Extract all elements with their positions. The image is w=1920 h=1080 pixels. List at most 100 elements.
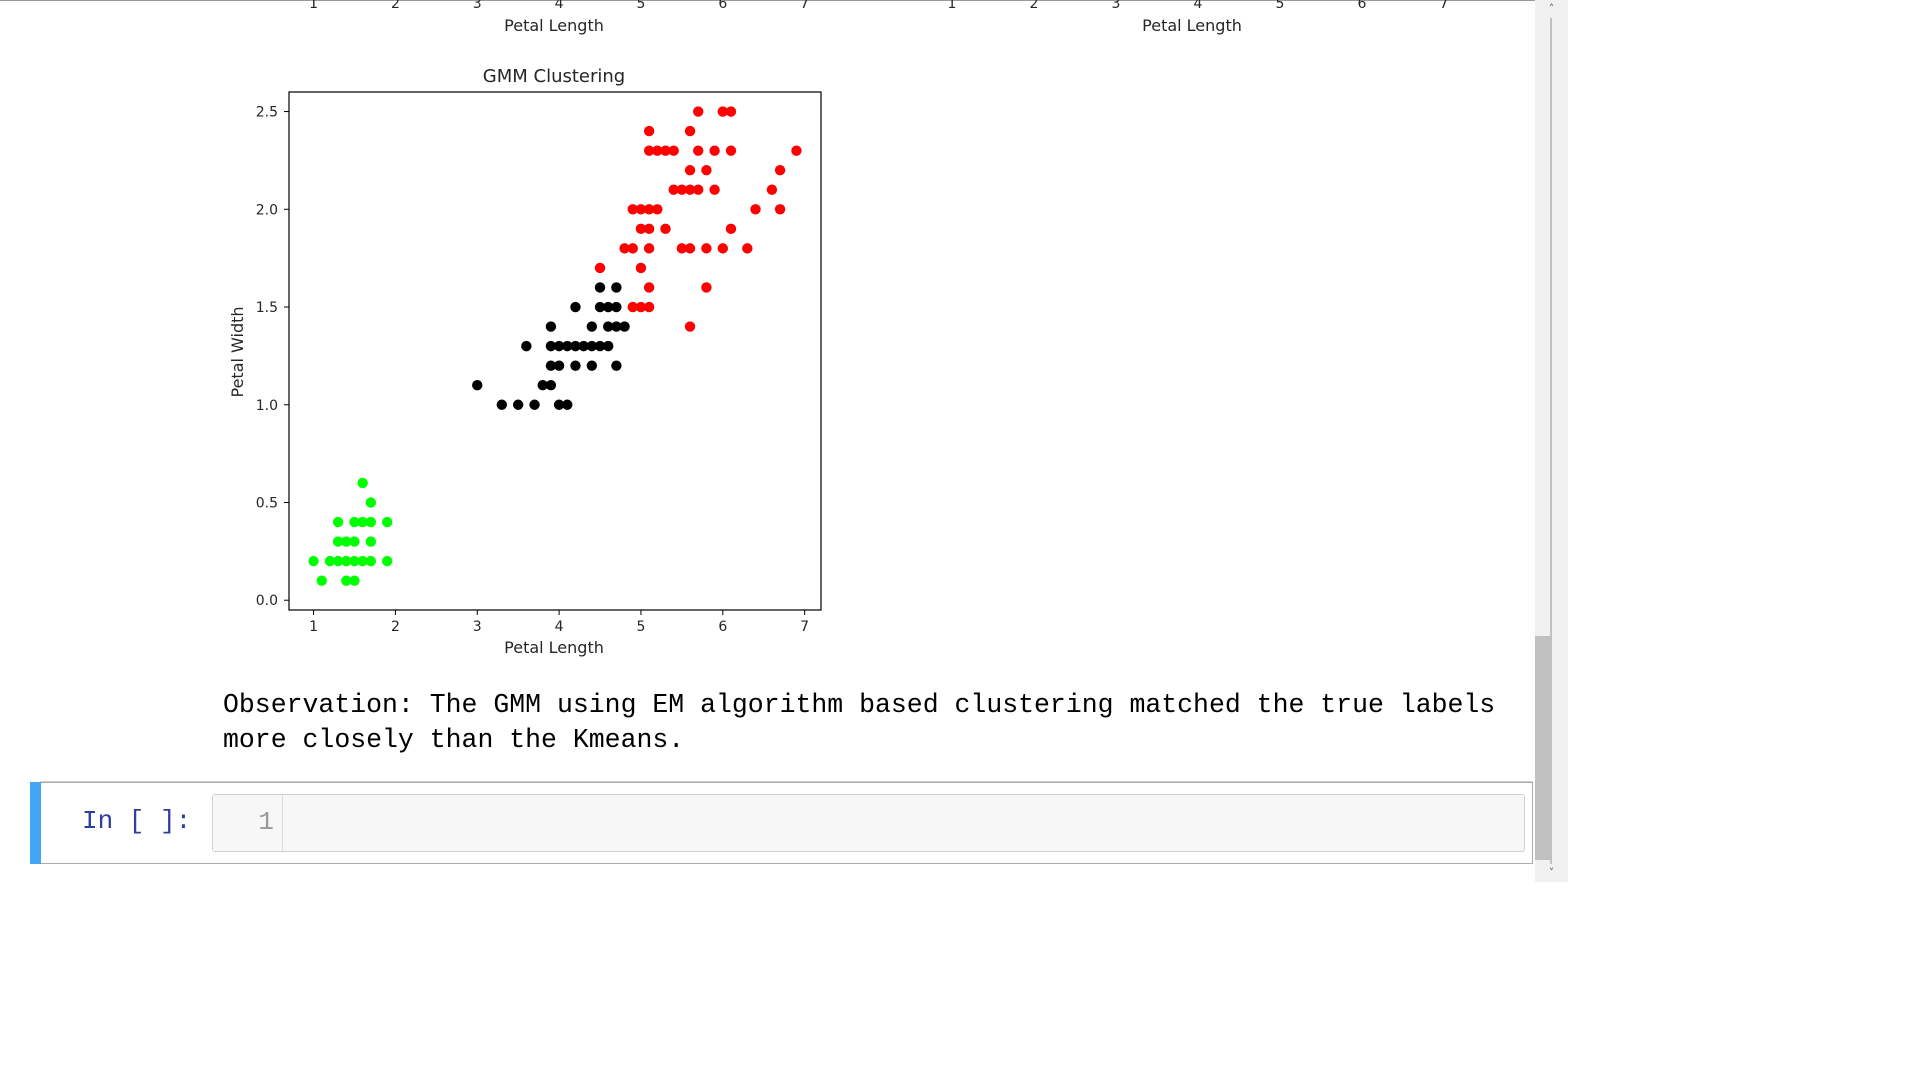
data-point [349,575,360,586]
data-point [643,223,655,235]
top-tick-label: 3 [1112,0,1121,12]
line-number: 1 [258,807,274,837]
top-tick-label: 2 [391,0,400,12]
chevron-down-icon[interactable]: ˅ [1548,866,1555,879]
data-point [545,360,557,371]
data-point [684,184,696,195]
cell-separator [40,781,1533,782]
top-left-fragment: Petal Length [504,16,604,35]
x-tick-label: 5 [636,619,645,635]
data-point [791,145,802,156]
data-point [603,301,614,313]
data-point [635,262,647,274]
data-point [709,145,720,156]
x-tick-label: 4 [555,619,564,635]
data-point [349,555,360,567]
selected-cell-indicator [30,782,41,864]
data-point [660,145,671,156]
scroll-track[interactable] [1550,18,1552,864]
data-point [316,575,327,586]
data-point [684,125,696,137]
data-point [545,321,557,332]
data-point [693,106,704,117]
scroll-thumb[interactable] [1535,636,1550,860]
data-point [349,516,360,528]
data-point [643,301,655,313]
chevron-up-icon[interactable]: ˄ [1548,2,1555,15]
data-point [570,360,581,371]
top-right-fragment: Petal Length [1142,16,1242,35]
data-point [603,321,614,332]
data-point [586,340,598,352]
data-point [521,340,532,352]
data-point [774,204,786,215]
x-tick-label: 1 [309,619,318,635]
data-point [512,399,524,410]
x-tick-label: 3 [473,619,482,635]
top-tick-label: 3 [473,0,482,12]
data-point [725,223,737,235]
data-point [643,282,655,293]
data-point [643,145,655,156]
chart-points [308,106,802,586]
previous-output-top-border [0,0,1535,1]
x-tick-label: 7 [800,619,809,635]
data-point [357,555,368,567]
data-point [553,399,565,410]
data-point [684,321,696,332]
data-point [578,340,589,352]
plot-area: Petal Length Petal Length 1 1 2 2 3 3 4 4 5 5 6 6 7 7… [228,0,1449,657]
top-tick-label: 5 [636,0,645,12]
y-tick-label: 0.5 [256,495,278,511]
data-point [594,301,606,313]
y-tick-label: 1.0 [256,398,278,414]
data-point [676,184,688,195]
data-point [545,380,557,391]
top-tick-label: 5 [1276,0,1285,12]
chart-ticks: 1 2 3 4 5 6 7 0.0 0.5 1.0 1.5 2.0 2.5 [256,105,809,635]
data-point [619,243,630,254]
data-point [365,516,377,528]
chart-frame [288,91,822,611]
data-point [750,204,761,215]
data-point [586,360,598,371]
top-left-xlabel: Petal Length [504,16,604,35]
data-point [742,243,753,254]
data-point [365,555,377,567]
top-tick-label: 6 [718,0,727,12]
data-point [570,301,581,313]
data-point [619,321,630,332]
data-point [725,145,737,156]
data-point [611,321,622,332]
data-point [684,164,696,176]
data-point [365,497,377,508]
top-tick-label: 7 [1440,0,1449,12]
data-point [627,301,638,313]
chart-title: GMM Clustering [483,66,625,87]
vertical-scrollbar[interactable]: ˄ ˅ [1535,0,1568,882]
data-point [545,340,557,352]
data-point [643,125,655,137]
data-point [684,243,696,254]
code-input[interactable] [283,795,1524,851]
data-point [537,380,548,391]
data-point [553,340,565,352]
data-point [349,536,360,547]
data-point [668,184,679,195]
data-point [496,399,507,410]
data-point [308,555,319,567]
data-point [365,536,377,547]
data-point [357,516,368,528]
data-point [341,555,352,567]
data-point [382,516,393,528]
code-editor[interactable]: 1 [212,794,1525,852]
top-tick-label: 1 [309,0,318,12]
data-point [660,223,671,235]
data-point [594,282,606,293]
data-point [611,282,622,293]
top-tick-label: 2 [1030,0,1039,12]
data-point [701,164,712,176]
data-point [627,243,638,254]
data-point [570,340,581,352]
y-tick-label: 1.5 [256,300,278,316]
